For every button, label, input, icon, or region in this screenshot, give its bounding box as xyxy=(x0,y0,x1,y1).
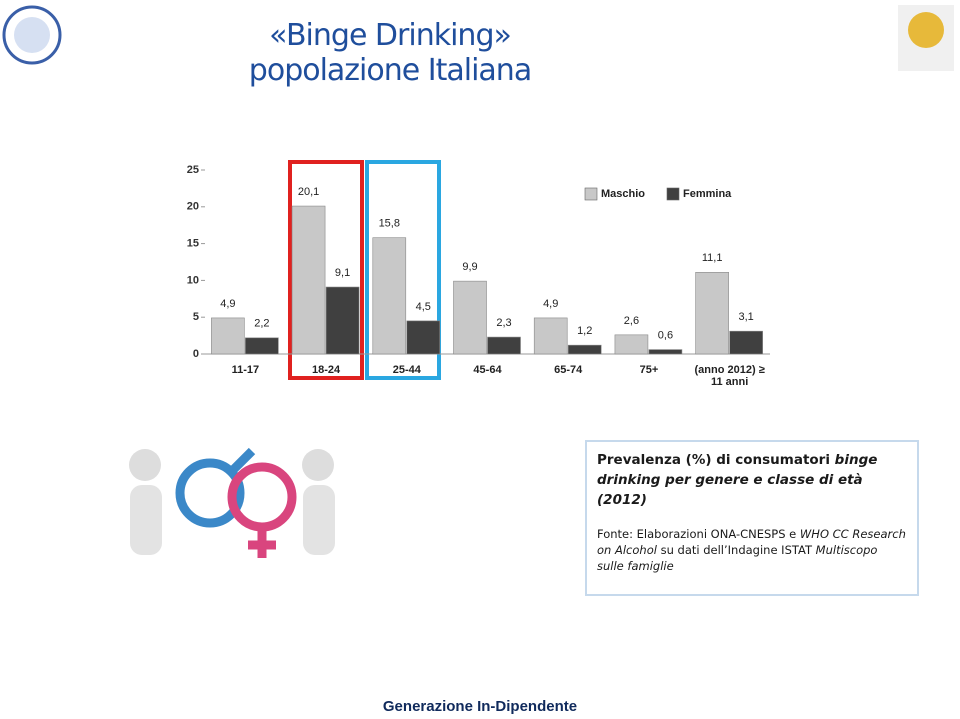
y-tick-label: 25 xyxy=(187,164,199,176)
caption-text: per genere e classe di età xyxy=(665,472,863,488)
legend-label: Femmina xyxy=(683,188,732,200)
bar xyxy=(372,237,407,355)
data-label: 9,1 xyxy=(335,267,350,279)
source-text: su dati dell’Indagine ISTAT xyxy=(660,543,813,557)
caption-text: Prevalenza (%) di consumatori xyxy=(597,452,830,468)
legend-swatch xyxy=(584,187,598,201)
caption-source: Fonte: Elaborazioni ONA-CNESPS e WHO CC … xyxy=(597,526,907,574)
data-label: 0,6 xyxy=(658,329,673,341)
bar xyxy=(211,317,245,355)
y-tick-label: 15 xyxy=(187,238,199,250)
x-tick-label: 18-24 xyxy=(311,364,341,376)
y-tick-label: 20 xyxy=(187,201,199,213)
x-tick-label: 45-64 xyxy=(473,364,502,376)
y-tick-label: 10 xyxy=(187,274,199,286)
data-label: 20,1 xyxy=(298,186,319,198)
caption-box: Prevalenza (%) di consumatori binge drin… xyxy=(585,440,919,596)
x-tick-label: (anno 2012) ≥ 11 anni xyxy=(694,364,765,388)
logo-right-sun xyxy=(908,12,944,48)
x-tick-label: 65-74 xyxy=(554,364,583,376)
source-text: WHO CC Research on Alcohol xyxy=(597,527,906,557)
slide-title: «Binge Drinking» popolazione Italiana xyxy=(248,18,532,88)
bar xyxy=(325,286,360,355)
data-label: 11,1 xyxy=(702,252,723,264)
data-label: 2,6 xyxy=(624,315,639,327)
x-tick-label: 75+ xyxy=(639,364,659,376)
bar xyxy=(533,317,568,355)
footer: Generazione In-Dipendente xyxy=(382,698,578,715)
bar xyxy=(567,344,602,355)
y-tick-label: 0 xyxy=(193,348,199,360)
highlight-red xyxy=(288,160,364,380)
source-text: Multiscopo sulle famiglie xyxy=(597,543,878,573)
bar xyxy=(614,334,649,355)
bar xyxy=(487,336,521,355)
bar xyxy=(453,280,487,355)
data-label: 15,8 xyxy=(379,218,400,230)
data-label: 3,1 xyxy=(738,311,753,323)
data-label: 2,2 xyxy=(254,318,269,330)
data-label: 9,9 xyxy=(462,261,477,273)
data-label: 4,9 xyxy=(543,298,558,310)
source-text: Fonte: Elaborazioni ONA-CNESPS e xyxy=(597,527,797,541)
illustration xyxy=(129,447,335,558)
x-tick-label: 25-44 xyxy=(392,364,421,376)
bar xyxy=(245,337,279,355)
caption-text: binge drinking xyxy=(597,452,878,488)
bar xyxy=(291,205,326,355)
logo-left-inner xyxy=(14,17,50,53)
bar xyxy=(406,320,441,355)
bar xyxy=(695,272,729,355)
data-label: 2,3 xyxy=(496,317,511,329)
caption-text: (2012) xyxy=(597,492,647,508)
x-tick-label: 11-17 xyxy=(231,364,260,376)
data-label: 1,2 xyxy=(577,325,592,337)
data-label: 4,9 xyxy=(220,298,235,310)
data-label: 4,5 xyxy=(416,301,431,313)
caption-heading: Prevalenza (%) di consumatori binge drin… xyxy=(597,450,907,510)
bar xyxy=(648,349,683,355)
legend-swatch xyxy=(666,187,680,201)
legend-label: Maschio xyxy=(601,188,645,200)
highlight-blue xyxy=(365,160,441,380)
y-tick-label: 5 xyxy=(193,311,199,323)
logo-left xyxy=(2,5,62,65)
bar xyxy=(729,330,763,355)
